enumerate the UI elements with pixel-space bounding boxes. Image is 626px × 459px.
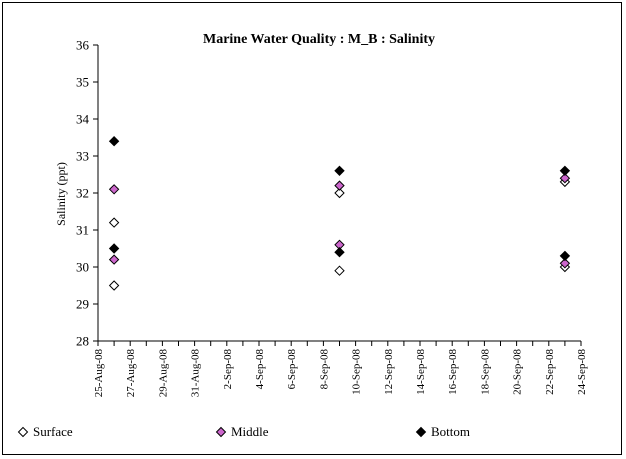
x-tick-label: 25-Aug-08 xyxy=(93,349,105,398)
x-tick-label: 6-Sep-08 xyxy=(286,349,298,390)
x-tick-label: 29-Aug-08 xyxy=(157,349,169,398)
x-tick-label: 24-Sep-08 xyxy=(576,349,588,395)
middle-legend-marker xyxy=(215,426,227,438)
x-tick-label: 10-Sep-08 xyxy=(351,349,363,395)
bottom-point xyxy=(559,250,571,262)
middle-point xyxy=(334,180,345,191)
surface-legend-label: Surface xyxy=(33,424,73,439)
y-tick-label: 28 xyxy=(76,334,89,349)
x-tick-label: 27-Aug-08 xyxy=(125,349,137,398)
surface-point xyxy=(334,187,345,199)
x-tick-label: 31-Aug-08 xyxy=(190,349,202,398)
x-tick-label: 2-Sep-08 xyxy=(222,349,234,390)
middle-legend-label: Middle xyxy=(231,424,269,439)
surface-point xyxy=(108,217,120,228)
x-tick-label: 20-Sep-08 xyxy=(512,349,524,395)
salinity-chart: Marine Water Quality : M_B : Salinity Sa… xyxy=(17,32,588,439)
plot-area: 28 29 30 31 32 33 34 35 36 25-Aug-08 27-Aug-08 29-A… xyxy=(76,38,588,398)
x-tick-label: 4-Sep-08 xyxy=(254,349,266,390)
y-tick-label: 30 xyxy=(76,260,89,275)
bottom-point xyxy=(334,165,345,177)
legend: Surface Middle Bottom xyxy=(17,424,470,439)
bottom-point xyxy=(334,246,345,258)
y-axis-label: Salinity (ppt) xyxy=(54,162,68,226)
surface-point xyxy=(334,265,345,276)
bottom-point xyxy=(108,243,120,254)
chart-title: Marine Water Quality : M_B : Salinity xyxy=(203,32,435,47)
y-tick-label: 31 xyxy=(76,223,89,238)
surface-legend-marker xyxy=(17,426,29,438)
bottom-legend-marker xyxy=(415,426,427,438)
middle-point xyxy=(559,258,571,269)
chart-frame: Marine Water Quality : M_B : Salinity Sa… xyxy=(2,2,622,455)
x-tick-label: 18-Sep-08 xyxy=(479,349,491,395)
x-tick-label: 12-Sep-08 xyxy=(383,349,395,395)
middle-point xyxy=(108,254,120,265)
y-tick-label: 32 xyxy=(76,186,89,201)
y-tick-label: 33 xyxy=(76,149,89,164)
x-tick-label: 8-Sep-08 xyxy=(318,349,330,390)
bottom-point xyxy=(108,135,120,147)
y-tick-label: 34 xyxy=(76,112,90,127)
bottom-legend-label: Bottom xyxy=(431,424,470,439)
middle-point xyxy=(559,172,571,184)
surface-point xyxy=(108,280,120,291)
y-tick-label: 29 xyxy=(76,297,89,312)
y-tick-label: 35 xyxy=(76,75,89,90)
x-tick-label: 16-Sep-08 xyxy=(447,349,459,395)
x-tick-label: 22-Sep-08 xyxy=(544,349,556,395)
bottom-point xyxy=(559,165,571,177)
middle-point xyxy=(108,184,120,195)
y-tick-label: 36 xyxy=(76,38,90,53)
x-tick-label: 14-Sep-08 xyxy=(415,349,427,395)
